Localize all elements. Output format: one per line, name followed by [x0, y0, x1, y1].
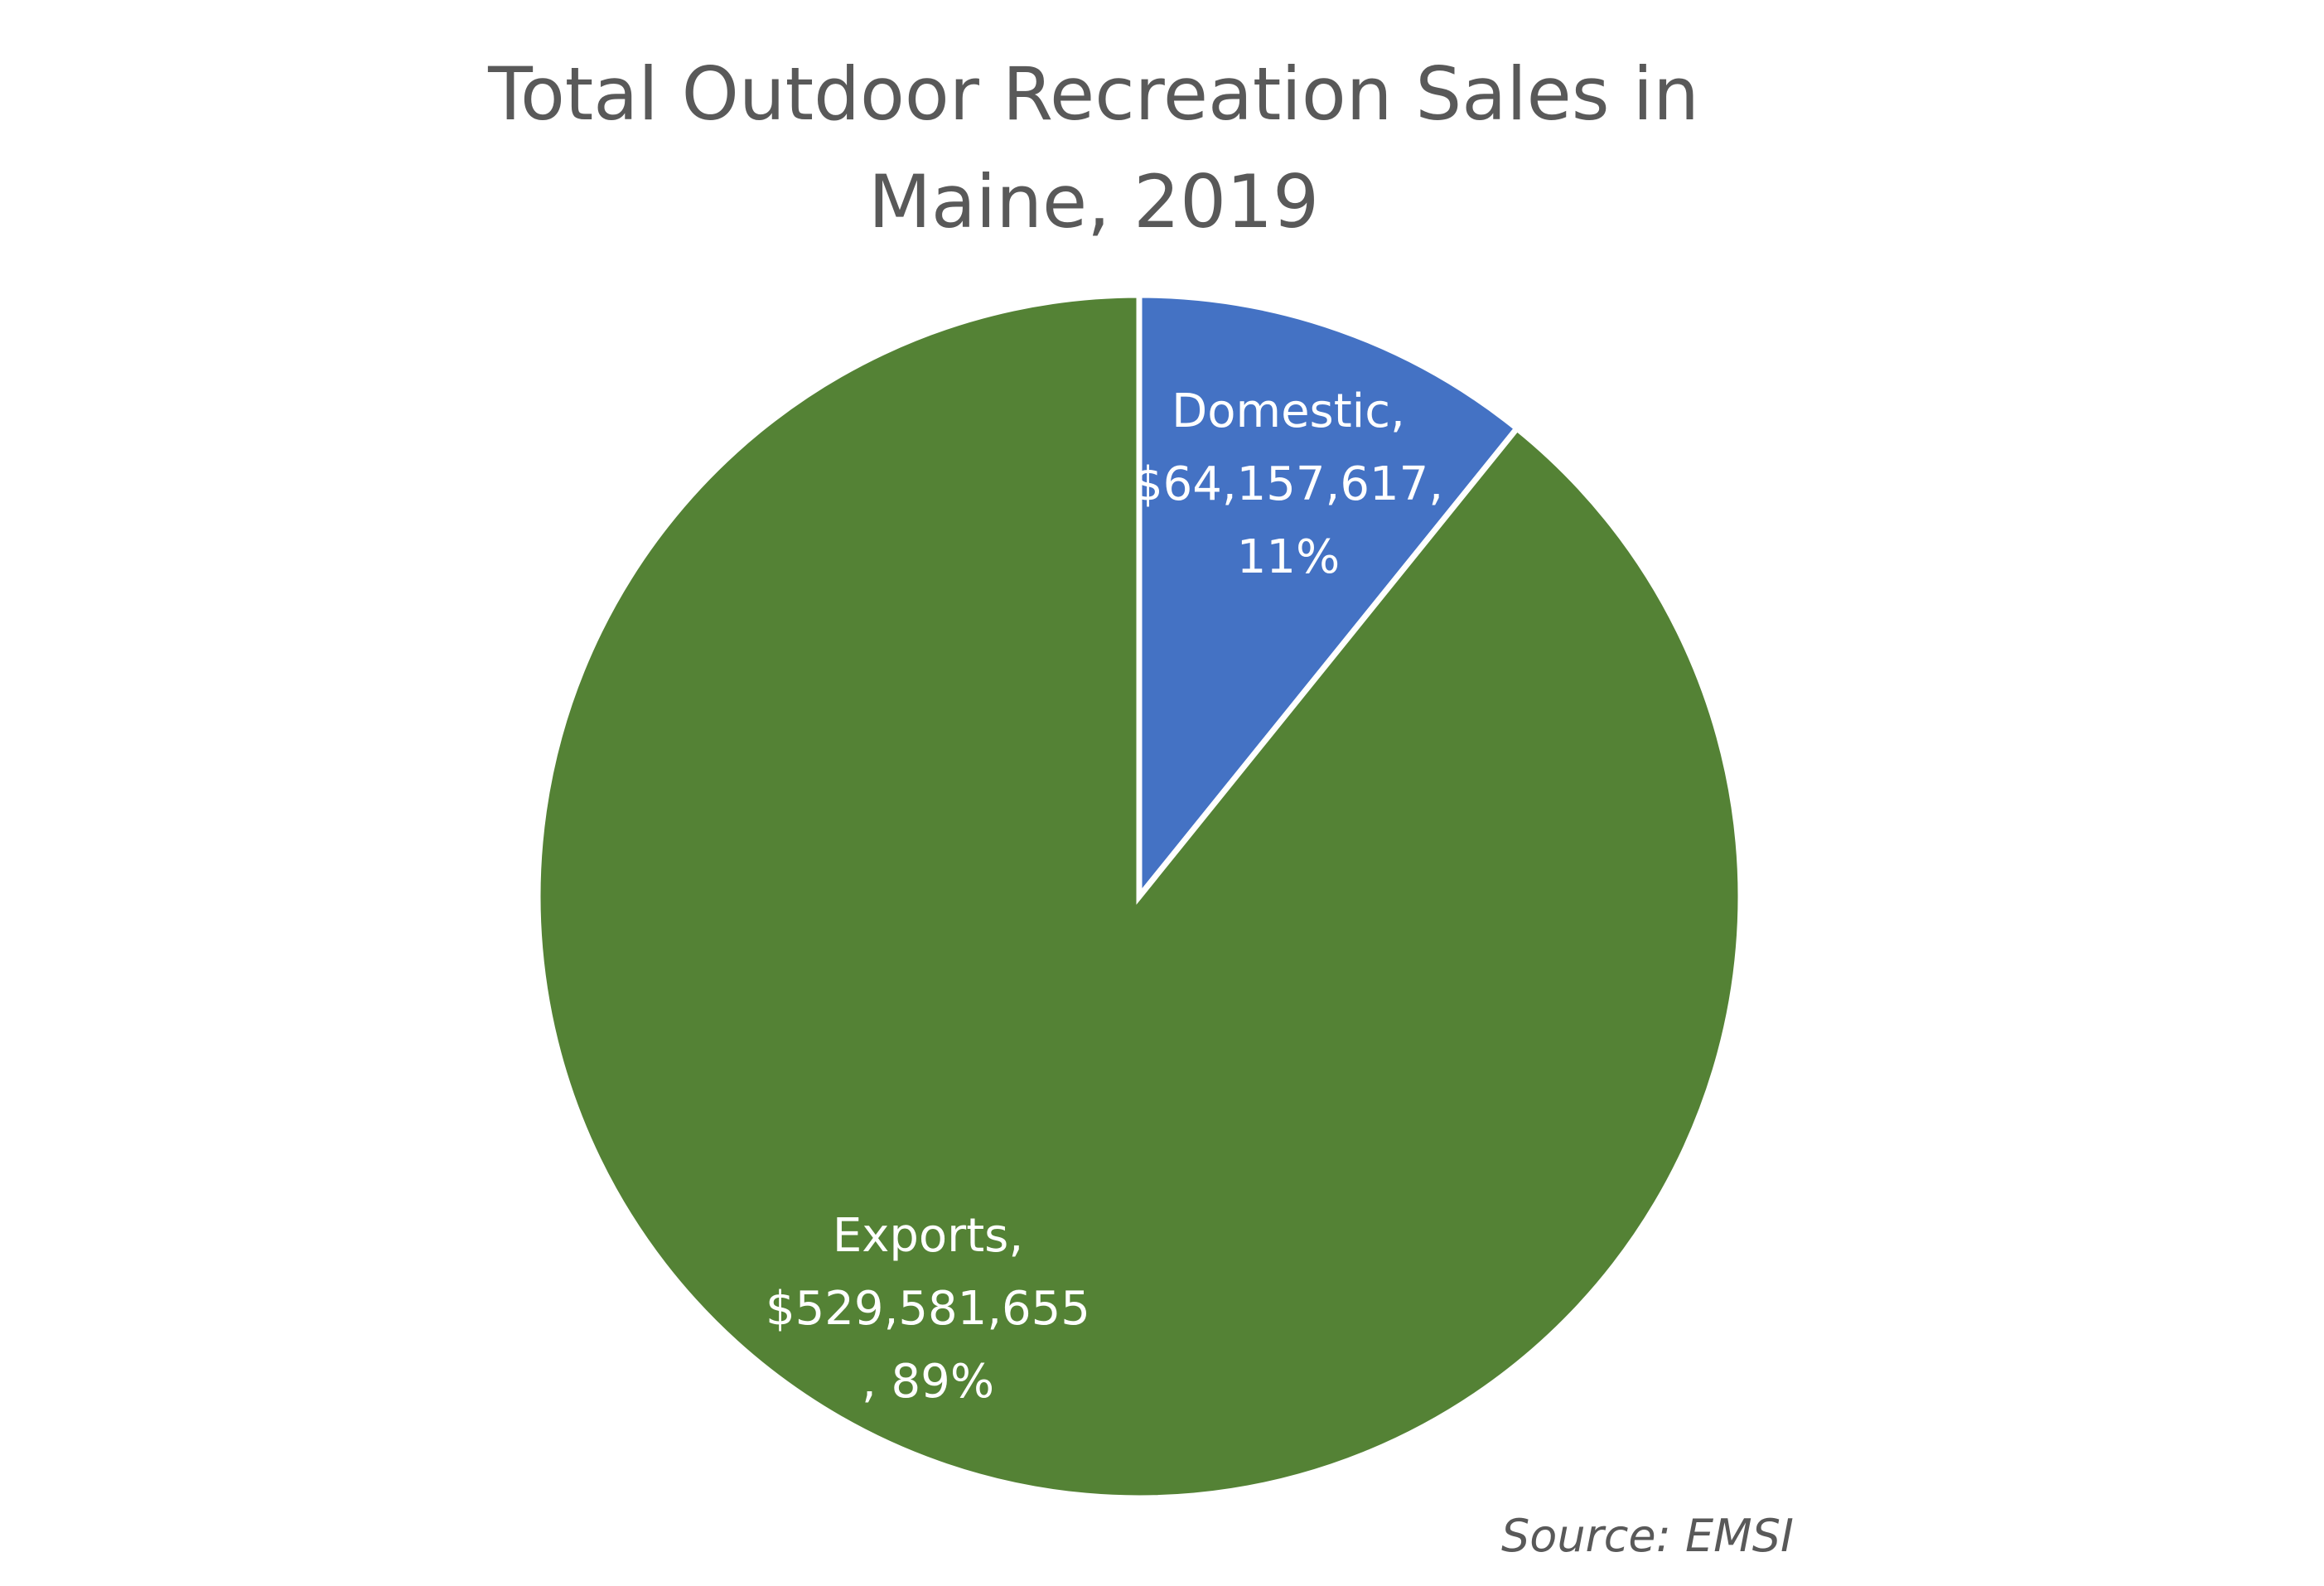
data-label-line: , 89% [862, 1355, 994, 1409]
data-label-line: $529,581,655 [766, 1282, 1090, 1336]
chart-title-line-2: Maine, 2019 [867, 159, 1320, 244]
chart-title-line-1: Total Outdoor Recreation Sales in [488, 51, 1699, 137]
data-label-line: Exports, [833, 1209, 1023, 1263]
data-label-line: Domestic, [1172, 384, 1405, 438]
data-label-line: 11% [1237, 530, 1340, 584]
pie-slice-domestic [1136, 292, 1521, 905]
data-label-exports: Exports, $529,581,655 , 89% [766, 1209, 1090, 1409]
pie-slices [534, 292, 1744, 1501]
source-note: Source: EMSI [1501, 1510, 1794, 1562]
data-label-domestic: Domestic, $64,157,617, 11% [1133, 384, 1443, 584]
pie-data-labels: Domestic, $64,157,617, 11% Exports, $529,581… [766, 384, 1443, 1409]
pie-slice-exports [534, 292, 1744, 1501]
data-label-line: $64,157,617, [1133, 457, 1443, 511]
